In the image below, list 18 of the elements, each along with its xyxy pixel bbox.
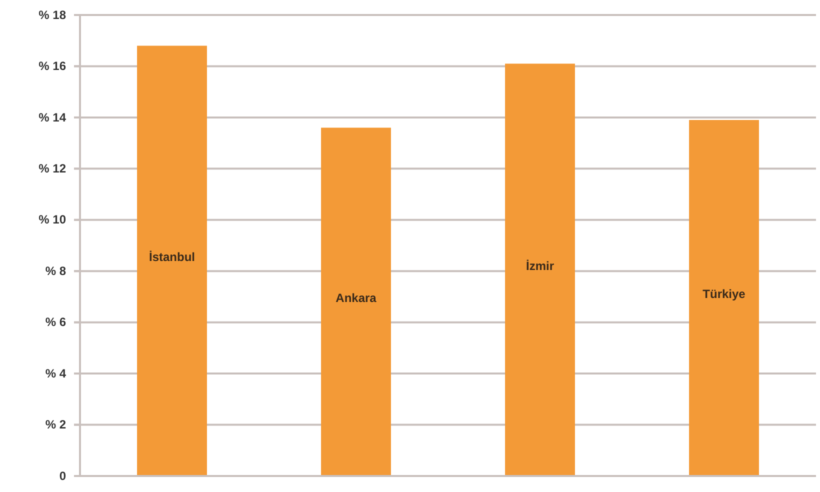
bar (137, 46, 207, 476)
bar (321, 128, 391, 476)
y-tick-label: % 8 (45, 264, 66, 278)
y-tick-label: % 12 (38, 162, 66, 176)
y-tick-label: % 4 (45, 366, 66, 380)
y-tick-label: % 10 (38, 212, 66, 227)
y-tick-label: % 14 (38, 110, 66, 124)
x-tick-label: Ankara (336, 290, 377, 305)
x-tick-label: İstanbul (148, 250, 196, 264)
y-tick-label: % 6 (45, 315, 66, 330)
y-tick-label: % 18 (38, 8, 66, 22)
y-tick-label: 0 (59, 468, 66, 483)
y-tick-label: % 2 (45, 418, 66, 432)
x-tick-label: İzmir (526, 258, 554, 273)
bar (689, 120, 759, 476)
x-tick-label: Türkiye (702, 287, 746, 302)
y-tick-label: % 16 (38, 59, 66, 74)
bar (505, 64, 575, 476)
